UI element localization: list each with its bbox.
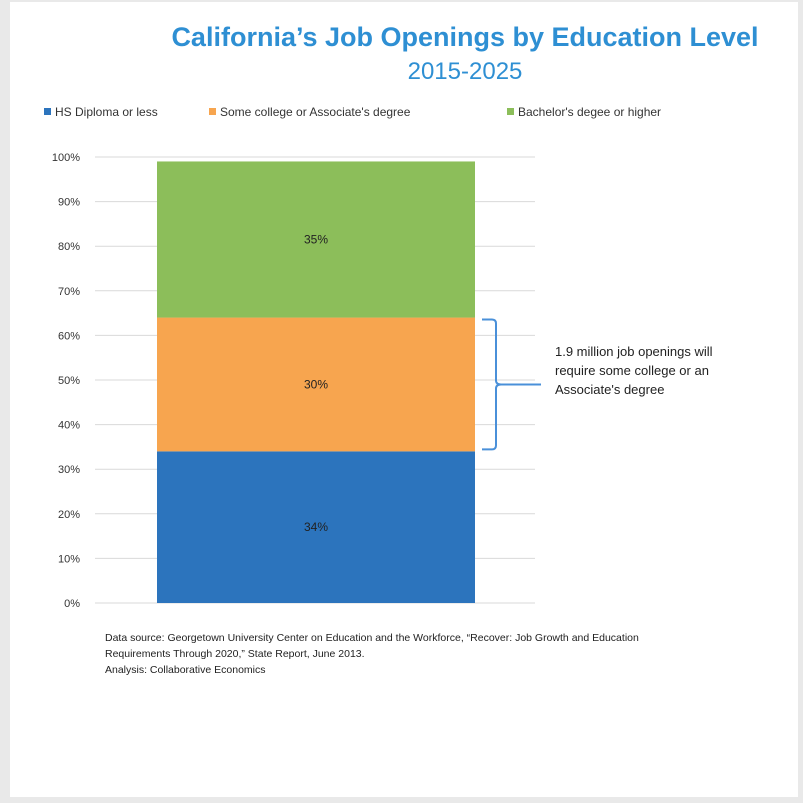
y-tick-label: 10% [58, 553, 80, 565]
bar-segment-0 [157, 451, 475, 603]
data-label-1: 30% [304, 377, 328, 391]
chart-footer: Data source: Georgetown University Cente… [105, 630, 665, 678]
legend-item-hs: HS Diploma or less [44, 105, 158, 119]
chart-title: California’s Job Openings by Education L… [171, 22, 759, 52]
legend-item-bachelors: Bachelor's degee or higher [507, 105, 661, 119]
bar-segment-2 [157, 161, 475, 318]
y-tick-label: 90% [58, 197, 80, 209]
data-label-0: 34% [304, 520, 328, 534]
legend-swatch-hs [44, 108, 51, 115]
y-tick-label: 30% [58, 464, 80, 476]
legend-swatch-bachelors [507, 108, 514, 115]
legend-swatch-some-college [209, 108, 216, 115]
chart-subtitle: 2015-2025 [407, 58, 523, 85]
legend-label-bachelors: Bachelor's degee or higher [518, 105, 662, 119]
legend-label-hs: HS Diploma or less [55, 105, 158, 119]
y-tick-label: 80% [58, 241, 80, 253]
legend-label-some-college: Some college or Associate's degree [220, 105, 411, 119]
y-tick-label: 20% [58, 509, 80, 521]
y-tick-label: 50% [58, 375, 80, 387]
annotation-bracket [482, 318, 541, 451]
data-label-2: 35% [304, 233, 328, 247]
y-tick-label: 0% [64, 598, 80, 610]
y-tick-label: 40% [58, 420, 80, 432]
y-tick-label: 100% [52, 152, 80, 164]
y-tick-label: 70% [58, 286, 80, 298]
analysis-note: Analysis: Collaborative Economics [105, 664, 266, 676]
y-tick-label: 60% [58, 330, 80, 342]
legend-item-some-college: Some college or Associate's degree [209, 105, 410, 119]
data-source-note: Data source: Georgetown University Cente… [105, 632, 639, 660]
bar-segment-1 [157, 317, 475, 452]
annotation-text: 1.9 million job openings will require so… [555, 344, 713, 397]
